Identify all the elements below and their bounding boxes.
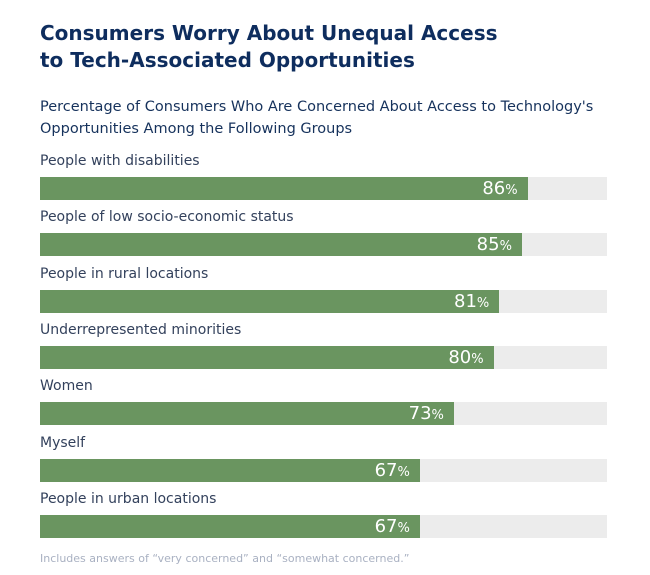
category-label: Underrepresented minorities bbox=[40, 321, 242, 338]
category-label: People in urban locations bbox=[40, 490, 217, 507]
bar: 73% bbox=[40, 402, 454, 426]
bar-track: 73% bbox=[40, 402, 607, 426]
category-label: People in rural locations bbox=[40, 265, 209, 282]
title-line: to Tech-Associated Opportunities bbox=[40, 48, 415, 72]
data-label: 86% bbox=[482, 178, 518, 199]
bar-track: 81% bbox=[40, 289, 607, 313]
data-label: 85% bbox=[476, 234, 512, 256]
subtitle-line: Percentage of Consumers Who Are Concerne… bbox=[40, 99, 594, 115]
chart-title: Consumers Worry About Unequal Access to T… bbox=[40, 20, 498, 74]
category-label: Myself bbox=[40, 434, 86, 451]
data-label: 80% bbox=[448, 346, 484, 368]
bar-track: 85% bbox=[40, 233, 607, 257]
footnote: Includes answers of “very concerned” and… bbox=[40, 552, 410, 565]
bar-track: 80% bbox=[40, 345, 607, 369]
category-label: People of low socio-economic status bbox=[40, 209, 294, 226]
chart-subtitle: Percentage of Consumers Who Are Concerne… bbox=[40, 96, 593, 140]
subtitle-line: Opportunities Among the Following Groups bbox=[40, 121, 353, 137]
bar-track: 67% bbox=[40, 514, 607, 538]
bar: 67% bbox=[40, 458, 420, 482]
data-label: 67% bbox=[374, 515, 410, 537]
bar: 80% bbox=[40, 345, 494, 369]
bar-track: 86% bbox=[40, 177, 607, 200]
bar-track: 67% bbox=[40, 458, 607, 482]
bar: 81% bbox=[40, 289, 500, 313]
data-label: 67% bbox=[374, 459, 410, 481]
bar: 67% bbox=[40, 514, 420, 538]
bar: 85% bbox=[40, 233, 522, 257]
bar: 86% bbox=[40, 177, 528, 200]
title-line: Consumers Worry About Unequal Access bbox=[40, 21, 498, 45]
data-label: 73% bbox=[408, 403, 444, 425]
category-label: Women bbox=[40, 378, 93, 395]
category-label: People with disabilities bbox=[40, 153, 200, 169]
data-label: 81% bbox=[454, 290, 490, 312]
